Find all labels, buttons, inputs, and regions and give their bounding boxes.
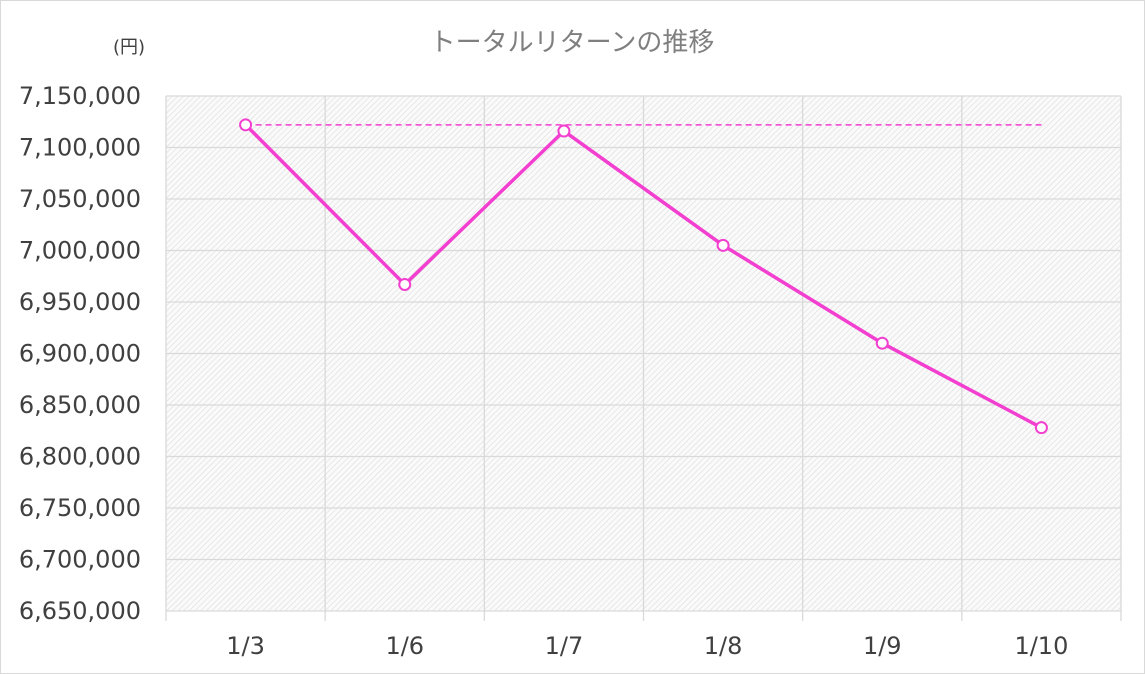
x-tick-label: 1/3: [226, 632, 265, 660]
y-tick-label: 6,700,000: [19, 546, 141, 574]
y-tick-label: 6,650,000: [19, 597, 141, 625]
data-point: [716, 238, 730, 252]
y-tick-label: 7,100,000: [19, 134, 141, 162]
series-line: [244, 123, 1043, 430]
y-tick-label: 7,150,000: [19, 82, 141, 110]
data-point: [1034, 421, 1048, 435]
x-tick-label: 1/8: [704, 632, 743, 660]
x-tick-label: 1/7: [545, 632, 584, 660]
x-tick-label: 1/10: [1014, 632, 1068, 660]
data-point: [557, 124, 571, 138]
y-tick-label: 6,850,000: [19, 391, 141, 419]
y-axis-unit-label: (円): [113, 37, 145, 58]
y-tick-label: 7,000,000: [19, 237, 141, 265]
y-tick-label: 6,950,000: [19, 288, 141, 316]
y-tick-label: 6,750,000: [19, 494, 141, 522]
data-point: [239, 118, 253, 132]
y-tick-label: 6,800,000: [19, 443, 141, 471]
y-tick-label: 6,900,000: [19, 340, 141, 368]
data-point: [875, 336, 889, 350]
data-point: [398, 277, 412, 291]
y-tick-label: 7,050,000: [19, 185, 141, 213]
x-tick-label: 1/9: [863, 632, 902, 660]
chart-title: トータルリターンの推移: [430, 28, 715, 58]
x-tick-label: 1/6: [385, 632, 424, 660]
